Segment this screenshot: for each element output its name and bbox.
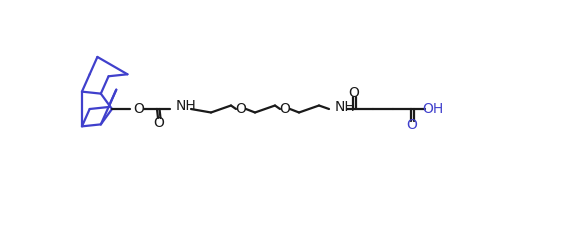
Text: O: O: [133, 102, 145, 116]
Text: NH: NH: [335, 100, 356, 114]
Text: O: O: [154, 116, 164, 130]
Text: O: O: [348, 86, 359, 100]
Text: O: O: [406, 118, 417, 132]
Text: OH: OH: [422, 102, 444, 116]
Text: NH: NH: [176, 99, 196, 113]
Text: O: O: [280, 102, 291, 116]
Text: O: O: [235, 102, 247, 116]
